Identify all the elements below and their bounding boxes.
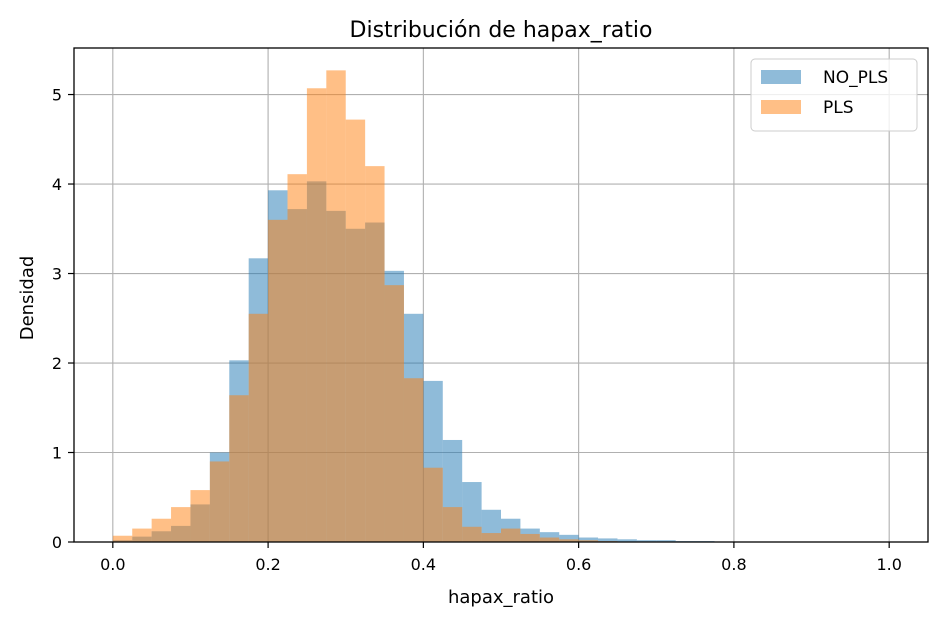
bar-pls-13	[365, 166, 385, 542]
bar-pls-19	[481, 533, 501, 542]
x-tick-label-1: 0.2	[255, 555, 280, 574]
bar-no-pls-22	[539, 532, 560, 542]
axes	[73, 47, 929, 543]
x-axis-label: hapax_ratio	[448, 587, 554, 608]
bar-no-pls-24	[578, 537, 599, 542]
bar-pls-1	[132, 528, 152, 542]
legend-swatch-no-pls	[761, 70, 801, 84]
bar-pls-10	[306, 88, 327, 543]
y-tick-label-2: 2	[52, 354, 62, 373]
bar-pls-23	[559, 539, 579, 542]
bar-pls-11	[326, 70, 346, 542]
bar-pls-0	[112, 535, 133, 542]
x-tick-label-0: 0.0	[100, 555, 125, 574]
bar-pls-8	[268, 219, 288, 542]
series-pls	[112, 70, 657, 543]
y-tick-label-4: 4	[52, 175, 62, 194]
chart-title: Distribución de hapax_ratio	[350, 18, 653, 43]
y-tick-label-3: 3	[52, 265, 62, 284]
bar-pls-22	[539, 537, 560, 542]
bar-pls-4	[190, 490, 210, 542]
bar-pls-2	[151, 518, 172, 542]
x-tick-label-3: 0.6	[566, 555, 591, 574]
x-tick-label-4: 0.8	[721, 555, 746, 574]
bar-no-pls-23	[559, 534, 579, 542]
y-tick-label-5: 5	[52, 86, 62, 105]
bar-pls-5	[209, 461, 230, 542]
legend-label-pls: PLS	[823, 98, 854, 118]
legend-label-no-pls: NO_PLS	[823, 68, 888, 88]
bar-pls-17	[442, 507, 463, 542]
bar-pls-7	[248, 313, 269, 542]
x-tick-label-2: 0.4	[411, 555, 436, 574]
y-tick-label-0: 0	[52, 533, 62, 552]
legend: NO_PLS PLS	[750, 58, 918, 132]
y-tick-label-1: 1	[52, 444, 62, 463]
plot-frame	[73, 47, 929, 543]
bar-pls-3	[171, 507, 191, 542]
bar-pls-9	[287, 174, 307, 542]
bar-pls-20	[501, 528, 521, 542]
bar-no-pls-25	[598, 538, 618, 542]
bars	[112, 70, 831, 543]
ticks: 0.0 0.2 0.4 0.6 0.8 1.0 0 1 2 3 4 5	[52, 86, 902, 574]
bar-pls-16	[423, 467, 443, 542]
bar-no-pls-27	[636, 540, 657, 542]
bar-pls-18	[462, 526, 482, 542]
bar-no-pls-26	[617, 539, 637, 542]
bar-pls-6	[229, 395, 249, 542]
x-tick-label-5: 1.0	[876, 555, 901, 574]
bar-pls-12	[345, 119, 366, 542]
bar-no-pls-28	[656, 540, 676, 542]
y-axis-label: Densidad	[17, 256, 38, 341]
bar-pls-14	[384, 285, 404, 542]
legend-swatch-pls	[761, 100, 801, 114]
bar-pls-21	[520, 533, 540, 542]
bar-pls-15	[403, 378, 424, 542]
bar-pls-24	[578, 540, 599, 542]
